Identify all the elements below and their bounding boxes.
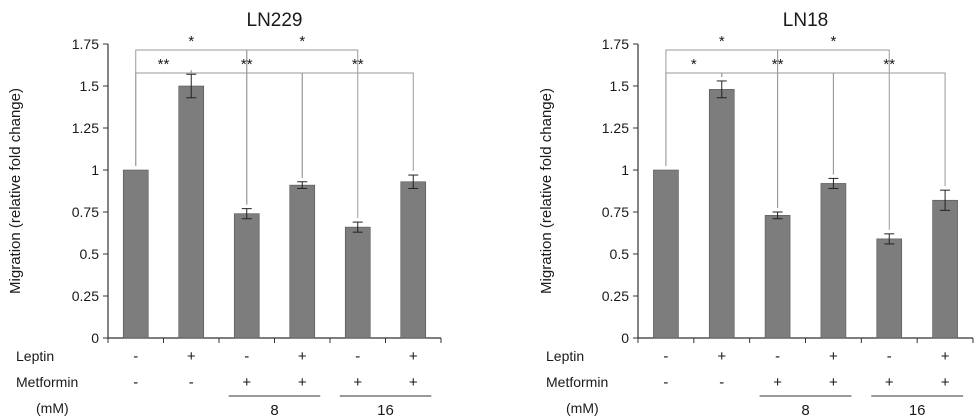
- metformin-sign: +: [829, 374, 838, 391]
- metformin-sign: -: [133, 374, 138, 391]
- metformin-sign: +: [409, 374, 418, 391]
- leptin-sign: +: [298, 348, 307, 365]
- significance-bracket: [777, 49, 890, 230]
- leptin-sign: +: [829, 348, 838, 365]
- row-label-metformin: Metformin: [546, 374, 608, 390]
- leptin-sign: +: [941, 348, 950, 365]
- chart-panel-ln18: LN18 Migration (relative fold change) 0 0.2…: [538, 10, 974, 419]
- significance-bracket: [246, 49, 359, 219]
- leptin-sign: -: [133, 348, 138, 365]
- metformin-sign: +: [298, 374, 307, 391]
- y-tick-label: 0.25: [602, 288, 629, 304]
- significance-label: **: [352, 56, 364, 73]
- bar: [400, 181, 427, 339]
- y-axis-label: Migration (relative fold change): [7, 88, 24, 294]
- y-tick-label: 1.5: [610, 78, 630, 94]
- bar: [932, 199, 958, 339]
- significance-label: **: [772, 56, 784, 73]
- significance-label: *: [691, 56, 697, 73]
- leptin-sign: -: [355, 348, 360, 365]
- y-tick-label: 0.75: [72, 204, 99, 220]
- significance-label: **: [883, 56, 895, 73]
- significance-label: **: [158, 56, 170, 73]
- significance-label: *: [719, 33, 725, 50]
- bar: [122, 169, 149, 339]
- significance-bracket: [301, 72, 414, 178]
- metformin-sign: +: [773, 374, 782, 391]
- bar: [876, 238, 903, 339]
- bar: [344, 226, 371, 339]
- bar: [178, 85, 205, 339]
- chart-title: LN229: [247, 10, 303, 31]
- bar: [233, 213, 260, 339]
- chart-title: LN18: [783, 10, 828, 31]
- row-label-unit: (mM): [566, 400, 599, 416]
- bar: [289, 184, 316, 339]
- metformin-sign: -: [719, 374, 724, 391]
- leptin-sign: +: [187, 348, 196, 365]
- y-tick-label: 1.75: [602, 36, 629, 52]
- metformin-sign: -: [663, 374, 668, 391]
- y-tick-label: 1.25: [602, 120, 629, 136]
- bar: [820, 183, 847, 339]
- metformin-sign: +: [353, 374, 362, 391]
- y-tick-label: 1.75: [72, 36, 99, 52]
- y-axis-label: Migration (relative fold change): [538, 88, 555, 294]
- metformin-sign: +: [941, 374, 950, 391]
- y-tick-label: 1: [621, 162, 629, 178]
- y-tick-label: 0: [621, 330, 629, 346]
- dose-group-label: 16: [909, 402, 926, 419]
- leptin-sign: +: [717, 348, 726, 365]
- significance-label: *: [830, 33, 836, 50]
- metformin-sign: -: [189, 374, 194, 391]
- significance-label: *: [188, 33, 194, 50]
- bar: [653, 169, 679, 339]
- chart-panel-ln229: LN229 Migration (relative fold change) 0 0.…: [7, 10, 442, 419]
- y-tick-label: 0: [91, 330, 99, 346]
- leptin-sign: -: [663, 348, 668, 365]
- y-tick-label: 1.5: [80, 78, 100, 94]
- significance-label: **: [241, 56, 253, 73]
- significance-bracket: [832, 72, 946, 187]
- row-label-leptin: Leptin: [546, 348, 584, 364]
- y-tick-label: 0.5: [80, 246, 100, 262]
- significance-label: *: [299, 33, 305, 50]
- leptin-sign: +: [409, 348, 418, 365]
- leptin-sign: -: [244, 348, 249, 365]
- row-label-unit: (mM): [36, 400, 69, 416]
- leptin-sign: -: [887, 348, 892, 365]
- metformin-sign: +: [885, 374, 894, 391]
- dose-group-label: 8: [801, 402, 809, 419]
- y-tick-label: 1.25: [72, 120, 99, 136]
- y-tick-label: 0.5: [610, 246, 630, 262]
- bar: [708, 89, 735, 339]
- y-tick-label: 0.75: [602, 204, 629, 220]
- metformin-sign: +: [242, 374, 251, 391]
- dose-group-label: 16: [377, 402, 394, 419]
- row-label-metformin: Metformin: [16, 374, 78, 390]
- row-label-leptin: Leptin: [16, 348, 54, 364]
- y-tick-label: 1: [91, 162, 99, 178]
- y-tick-label: 0.25: [72, 288, 99, 304]
- dose-group-label: 8: [270, 402, 278, 419]
- bar: [764, 215, 791, 339]
- leptin-sign: -: [775, 348, 780, 365]
